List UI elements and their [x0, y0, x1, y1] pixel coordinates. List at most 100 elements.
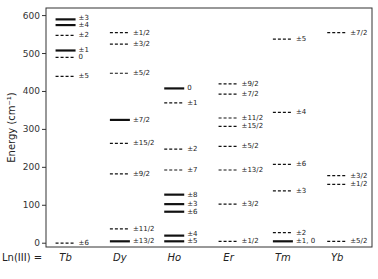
y-tick-label: 200: [23, 162, 40, 172]
energy-level: [110, 73, 130, 74]
level-label: ±1/2: [242, 237, 259, 245]
level-label: 0: [79, 53, 83, 61]
y-tick: [42, 15, 46, 16]
y-tick-label: 600: [23, 11, 40, 21]
energy-level: [164, 235, 184, 237]
level-label: ±3: [296, 187, 306, 195]
level-label: ±7/2: [350, 29, 367, 37]
levels: [56, 19, 348, 243]
plot-frame: [46, 8, 372, 247]
level-label: ±3/2: [242, 200, 259, 208]
level-label: ±5: [79, 72, 89, 80]
energy-level: [110, 228, 130, 229]
y-axis-label: Energy (cm⁻¹): [6, 92, 17, 163]
x-tick-label: Er: [223, 252, 234, 263]
level-label: ±3/2: [133, 40, 150, 48]
energy-level: [219, 169, 239, 170]
y-tick: [42, 167, 46, 168]
level-label: 0: [187, 84, 191, 92]
level-label: ±13/2: [242, 166, 264, 174]
level-label: ±3: [79, 14, 89, 22]
energy-level: [219, 94, 239, 95]
energy-level: [56, 76, 76, 77]
level-label: ±4: [296, 108, 307, 116]
y-tick-label: 0: [34, 238, 40, 248]
level-label: ±13/2: [133, 237, 155, 245]
level-label: ±5/2: [133, 69, 150, 77]
y-tick-label: 400: [23, 86, 40, 96]
energy-level: [164, 169, 184, 170]
level-label: ±9/2: [133, 170, 150, 178]
level-label: ±15/2: [133, 139, 155, 147]
x-tick-label: Tb: [59, 252, 71, 263]
level-label: ±5/2: [242, 142, 259, 150]
energy-level: [164, 203, 184, 205]
energy-level: [164, 87, 184, 89]
energy-level: [110, 43, 130, 44]
level-label: ±11/2: [133, 225, 155, 233]
level-labels: ±6±50±1±2±4±3±13/2±11/2±9/2±15/2±7/2±5/2…: [79, 14, 368, 247]
level-label: ±7/2: [242, 90, 259, 98]
energy-level: [164, 102, 184, 103]
energy-level: [56, 243, 76, 244]
y-tick: [42, 53, 46, 54]
x-tick-label: Yb: [331, 252, 343, 263]
energy-level: [327, 32, 347, 33]
y-tick: [42, 91, 46, 92]
energy-level: [219, 126, 239, 127]
energy-level: [110, 173, 130, 174]
level-label: ±7: [187, 166, 197, 174]
level-label: ±1/2: [133, 29, 150, 37]
energy-level: [219, 117, 239, 118]
x-tick-label: Tm: [275, 252, 291, 263]
level-label: ±1, 0: [296, 237, 315, 245]
energy-level: [110, 32, 130, 33]
energy-level: [219, 241, 239, 242]
level-label: ±2: [187, 145, 197, 153]
level-label: ±6: [187, 208, 198, 216]
energy-level: [164, 211, 184, 213]
energy-level: [273, 112, 293, 113]
energy-level: [273, 190, 293, 191]
level-label: ±6: [296, 160, 307, 168]
energy-level: [273, 232, 293, 233]
energy-level: [110, 119, 130, 121]
energy-level: [110, 240, 130, 242]
y-tick: [42, 205, 46, 206]
energy-level: [273, 39, 293, 40]
level-label: ±5: [296, 35, 306, 43]
x-tick-label: Ho: [167, 252, 181, 263]
energy-level: [110, 143, 130, 144]
level-label: ±1/2: [350, 180, 367, 188]
energy-level: [56, 57, 76, 58]
y-tick-label: 300: [23, 124, 40, 134]
level-label: ±3/2: [350, 172, 367, 180]
energy-level: [327, 241, 347, 242]
x-axis-label: Ln(III) =: [2, 252, 42, 263]
level-label: ±7/2: [133, 116, 150, 124]
level-label: ±15/2: [242, 122, 264, 130]
level-label: ±6: [79, 239, 90, 247]
level-label: ±3: [187, 200, 197, 208]
y-tick: [42, 129, 46, 130]
energy-level: [56, 24, 76, 26]
y-tick-label: 100: [23, 200, 40, 210]
energy-level: [273, 164, 293, 165]
energy-level: [219, 204, 239, 205]
level-label: ±11/2: [242, 114, 264, 122]
level-label: ±9/2: [242, 80, 259, 88]
level-label: ±1: [79, 46, 89, 54]
energy-level: [219, 146, 239, 147]
level-label: ±1: [187, 99, 197, 107]
level-label: ±2: [296, 229, 306, 237]
x-tick-label: Dy: [113, 252, 128, 263]
y-tick: [42, 243, 46, 244]
energy-level: [327, 175, 347, 176]
energy-level: [56, 18, 76, 20]
level-label: ±2: [79, 31, 89, 39]
level-label: ±4: [187, 230, 198, 238]
level-label: ±4: [79, 21, 90, 29]
chart: 0100200300400500600Energy (cm⁻¹)TbDyHoEr…: [0, 0, 378, 279]
energy-level: [164, 149, 184, 150]
energy-level: [164, 194, 184, 196]
